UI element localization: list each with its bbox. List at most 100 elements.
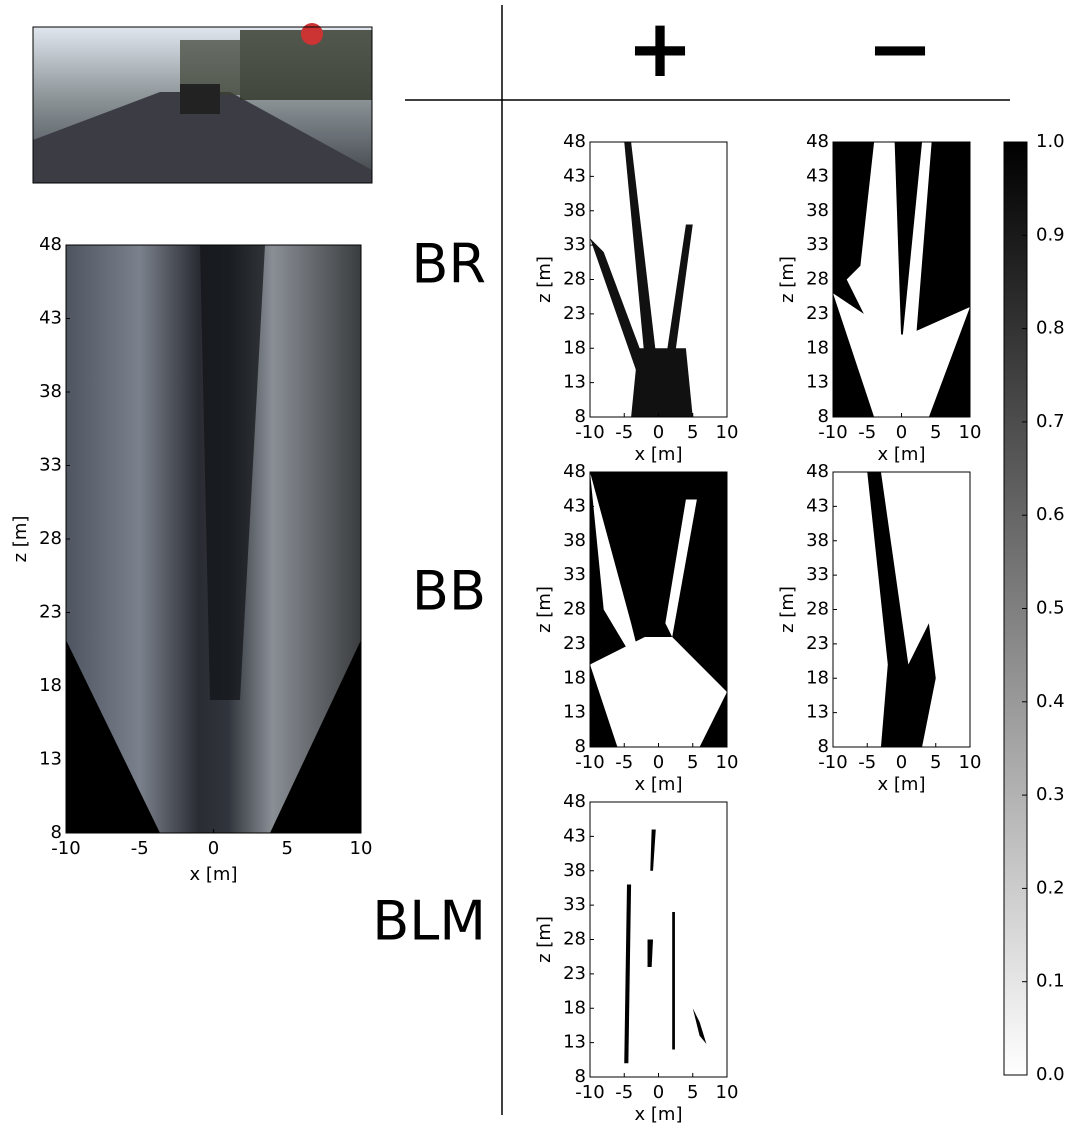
y-tick-label: 33 xyxy=(563,894,586,915)
y-tick-label: 18 xyxy=(39,675,62,696)
x-tick-label: 0 xyxy=(896,752,907,773)
y-tick-label: 48 xyxy=(563,791,586,812)
camera-image xyxy=(33,23,372,183)
y-tick-label: 23 xyxy=(806,303,829,324)
x-axis-label: x [m] xyxy=(635,774,683,795)
colorbar-tick-label: 0.6 xyxy=(1036,504,1065,525)
y-tick-label: 38 xyxy=(563,860,586,881)
y-tick-label: 8 xyxy=(575,736,586,757)
y-tick-label: 13 xyxy=(806,702,829,723)
y-tick-label: 28 xyxy=(39,528,62,549)
heatmap xyxy=(590,802,727,1077)
x-axis-label: x [m] xyxy=(878,444,926,465)
heatmap-region xyxy=(672,912,675,1050)
y-axis-label: z [m] xyxy=(10,516,31,563)
y-tick-label: 33 xyxy=(39,455,62,476)
y-tick-label: 8 xyxy=(51,822,62,843)
x-tick-label: 5 xyxy=(687,422,698,443)
x-tick-label: 5 xyxy=(687,752,698,773)
y-axis-label: z [m] xyxy=(777,256,798,303)
y-tick-label: 43 xyxy=(806,165,829,186)
x-tick-label: -5 xyxy=(615,422,633,443)
y-tick-label: 23 xyxy=(806,633,829,654)
y-tick-label: 38 xyxy=(563,200,586,221)
heatmap xyxy=(590,472,727,747)
y-tick-label: 33 xyxy=(563,564,586,585)
y-tick-label: 33 xyxy=(806,564,829,585)
x-tick-label: 10 xyxy=(716,752,739,773)
colorbar-tick-label: 0.3 xyxy=(1036,784,1065,805)
y-tick-label: 13 xyxy=(806,372,829,393)
y-tick-label: 13 xyxy=(563,372,586,393)
y-tick-label: 28 xyxy=(563,269,586,290)
x-tick-label: 5 xyxy=(930,422,941,443)
y-tick-label: 23 xyxy=(563,963,586,984)
column-header: + xyxy=(626,2,693,95)
colorbar-tick-label: 0.2 xyxy=(1036,877,1065,898)
y-tick-label: 43 xyxy=(563,495,586,516)
x-tick-label: -5 xyxy=(858,752,876,773)
x-axis-label: x [m] xyxy=(635,444,683,465)
row-label: BB xyxy=(412,560,486,623)
row-label: BLM xyxy=(372,890,486,953)
x-axis-label: x [m] xyxy=(635,1104,683,1125)
heatmap xyxy=(833,472,970,747)
y-tick-label: 23 xyxy=(563,303,586,324)
y-tick-label: 48 xyxy=(806,131,829,152)
y-tick-label: 8 xyxy=(818,406,829,427)
y-tick-label: 48 xyxy=(39,234,62,255)
y-axis-label: z [m] xyxy=(777,586,798,633)
y-tick-label: 18 xyxy=(563,337,586,358)
x-tick-label: 0 xyxy=(208,838,219,859)
x-tick-label: -5 xyxy=(858,422,876,443)
y-tick-label: 18 xyxy=(563,667,586,688)
x-axis-label: x [m] xyxy=(190,864,238,885)
x-tick-label: 5 xyxy=(282,838,293,859)
colorbar-tick-label: 0.1 xyxy=(1036,971,1065,992)
y-axis-label: z [m] xyxy=(534,256,555,303)
x-tick-label: -5 xyxy=(615,1082,633,1103)
y-tick-label: 18 xyxy=(563,997,586,1018)
y-tick-label: 18 xyxy=(806,667,829,688)
heatmap xyxy=(833,142,970,417)
colorbar-tick-label: 0.7 xyxy=(1036,411,1065,432)
x-tick-label: 0 xyxy=(653,752,664,773)
y-tick-label: 33 xyxy=(563,234,586,255)
x-tick-label: 0 xyxy=(896,422,907,443)
y-tick-label: 28 xyxy=(806,599,829,620)
y-tick-label: 48 xyxy=(806,461,829,482)
x-tick-label: 0 xyxy=(653,1082,664,1103)
colorbar-tick-label: 0.9 xyxy=(1036,224,1065,245)
figure: + − BR BB BLM -10-5051081318232833384348… xyxy=(0,0,1072,1129)
y-tick-label: 38 xyxy=(563,530,586,551)
y-tick-label: 28 xyxy=(563,599,586,620)
x-tick-label: -5 xyxy=(131,838,149,859)
y-tick-label: 48 xyxy=(563,461,586,482)
x-tick-label: 5 xyxy=(687,1082,698,1103)
y-tick-label: 43 xyxy=(563,825,586,846)
x-tick-label: 10 xyxy=(716,1082,739,1103)
x-tick-label: 10 xyxy=(959,422,982,443)
y-tick-label: 8 xyxy=(818,736,829,757)
y-tick-label: 8 xyxy=(575,1066,586,1087)
y-tick-label: 43 xyxy=(39,308,62,329)
y-tick-label: 43 xyxy=(563,165,586,186)
colorbar-tick-label: 0.8 xyxy=(1036,318,1065,339)
y-tick-label: 13 xyxy=(563,1032,586,1053)
bev-image xyxy=(66,245,361,833)
y-tick-label: 38 xyxy=(39,381,62,402)
y-tick-label: 13 xyxy=(39,749,62,770)
colorbar-tick-label: 0.4 xyxy=(1036,691,1065,712)
row-label: BR xyxy=(411,233,486,296)
y-tick-label: 38 xyxy=(806,200,829,221)
colorbar-tick-label: 0.0 xyxy=(1036,1064,1065,1085)
x-tick-label: 10 xyxy=(350,838,373,859)
heatmap xyxy=(590,142,727,417)
column-header: − xyxy=(866,2,933,95)
x-tick-label: -5 xyxy=(615,752,633,773)
x-tick-label: 5 xyxy=(930,752,941,773)
y-tick-label: 18 xyxy=(806,337,829,358)
y-axis-label: z [m] xyxy=(534,916,555,963)
x-tick-label: 10 xyxy=(959,752,982,773)
y-tick-label: 33 xyxy=(806,234,829,255)
